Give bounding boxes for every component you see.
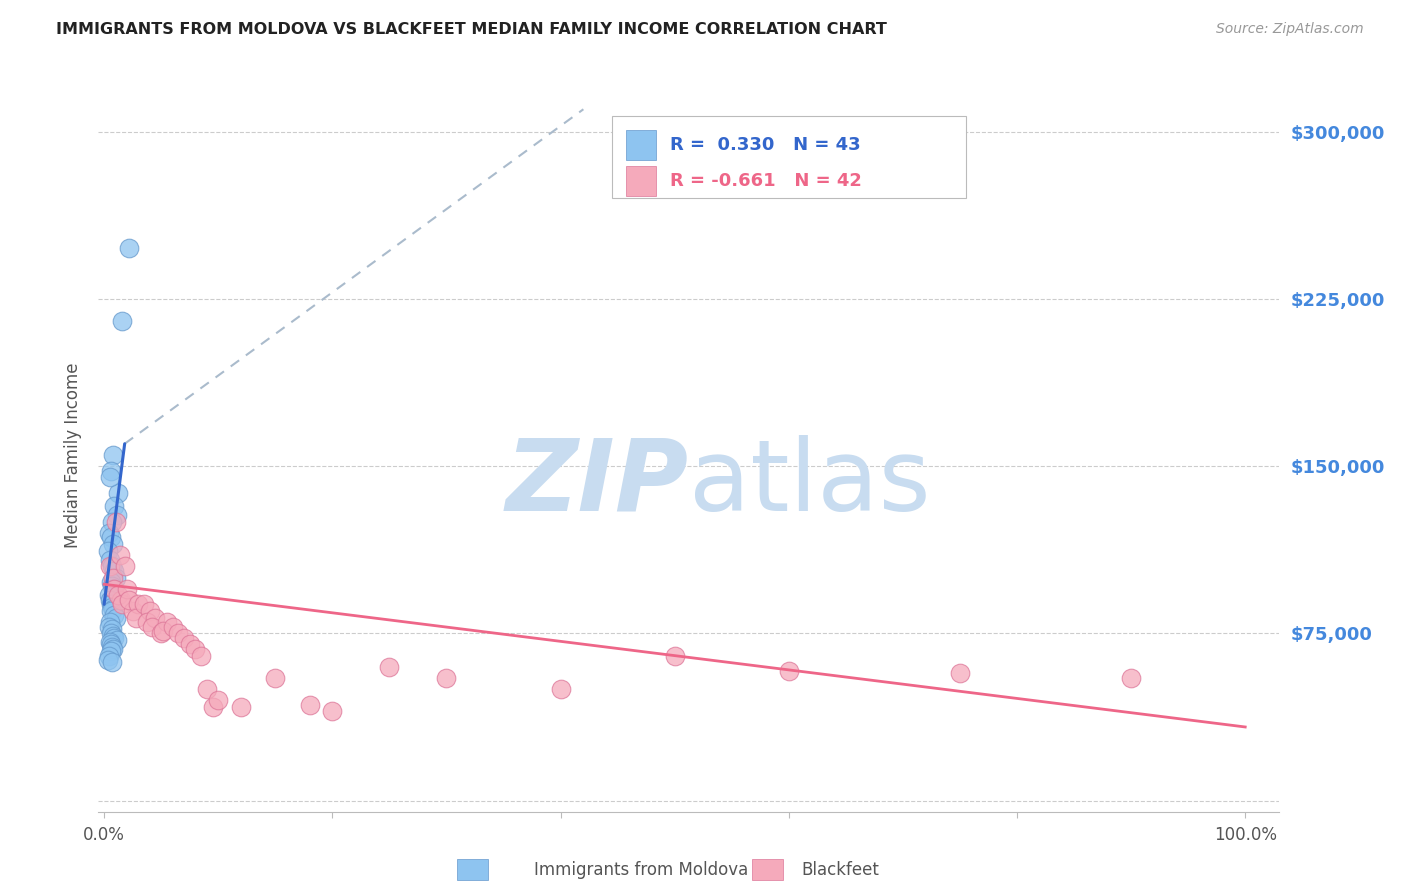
Point [949,666,972,681]
Point [101,580,124,594]
Point [100,637,122,651]
Point [96,653,118,667]
Point [127,598,149,612]
Point [103,564,125,578]
Point [111,314,134,328]
Text: ZIP: ZIP [506,435,689,532]
Point [103,582,125,596]
Point [103,448,125,462]
Point [778,664,800,678]
Point [107,485,129,500]
Point [207,693,229,707]
Point [162,619,184,633]
Point [105,508,128,522]
Point [145,610,167,624]
Point [103,601,125,615]
Point [98,559,121,574]
Point [96,543,118,558]
Point [190,648,212,663]
Point [98,552,121,567]
Point [105,633,128,648]
Point [103,500,125,514]
Text: atlas: atlas [689,435,931,532]
Point [98,592,121,607]
Point [298,698,321,712]
Point [132,598,155,612]
Point [103,608,125,623]
Point [321,705,343,719]
Point [97,525,120,540]
Point [97,619,120,633]
Point [98,635,121,649]
Point [103,642,125,657]
Point [103,582,125,596]
FancyBboxPatch shape [626,130,655,161]
Point [110,592,132,607]
Point [101,515,124,529]
Point [115,582,138,596]
Point [118,592,141,607]
Point [141,619,163,633]
Point [550,681,572,696]
Point [103,631,125,645]
Text: Immigrants from Moldova: Immigrants from Moldova [534,861,748,879]
Point [104,610,127,624]
Point [103,628,125,642]
Point [111,598,134,612]
Point [98,470,121,484]
Point [173,631,195,645]
Point [139,604,162,618]
Text: R =  0.330   N = 43: R = 0.330 N = 43 [671,136,860,154]
Point [100,530,122,544]
Point [101,622,124,636]
Point [101,640,124,654]
Point [152,624,174,639]
Point [100,626,122,640]
Point [104,515,127,529]
Point [107,589,129,603]
Point [436,671,458,685]
Point [103,537,125,551]
Point [179,637,201,651]
Point [98,615,121,630]
Point [1119,671,1142,685]
Point [664,648,686,663]
Text: Source: ZipAtlas.com: Source: ZipAtlas.com [1216,22,1364,37]
Point [121,604,143,618]
Point [195,681,218,696]
Point [97,589,120,603]
FancyBboxPatch shape [612,116,966,198]
Point [104,571,127,585]
Point [108,548,131,563]
Point [118,240,141,255]
Point [101,599,124,614]
Point [101,559,124,574]
Point [100,604,122,618]
Point [167,626,190,640]
Point [156,615,179,630]
Point [97,648,120,663]
Point [184,642,207,657]
Point [100,644,122,658]
Point [378,660,401,674]
Point [264,671,287,685]
Point [100,598,122,612]
Point [101,655,124,669]
Text: IMMIGRANTS FROM MOLDOVA VS BLACKFEET MEDIAN FAMILY INCOME CORRELATION CHART: IMMIGRANTS FROM MOLDOVA VS BLACKFEET MED… [56,22,887,37]
Text: R = -0.661   N = 42: R = -0.661 N = 42 [671,172,862,190]
Point [114,559,136,574]
Point [136,615,159,630]
Point [150,626,173,640]
Point [103,571,125,585]
Point [100,574,122,589]
Point [201,699,224,714]
Text: Blackfeet: Blackfeet [801,861,879,879]
Y-axis label: Median Family Income: Median Family Income [65,362,83,548]
Point [229,699,252,714]
Point [100,464,122,478]
FancyBboxPatch shape [626,166,655,196]
Point [125,610,148,624]
